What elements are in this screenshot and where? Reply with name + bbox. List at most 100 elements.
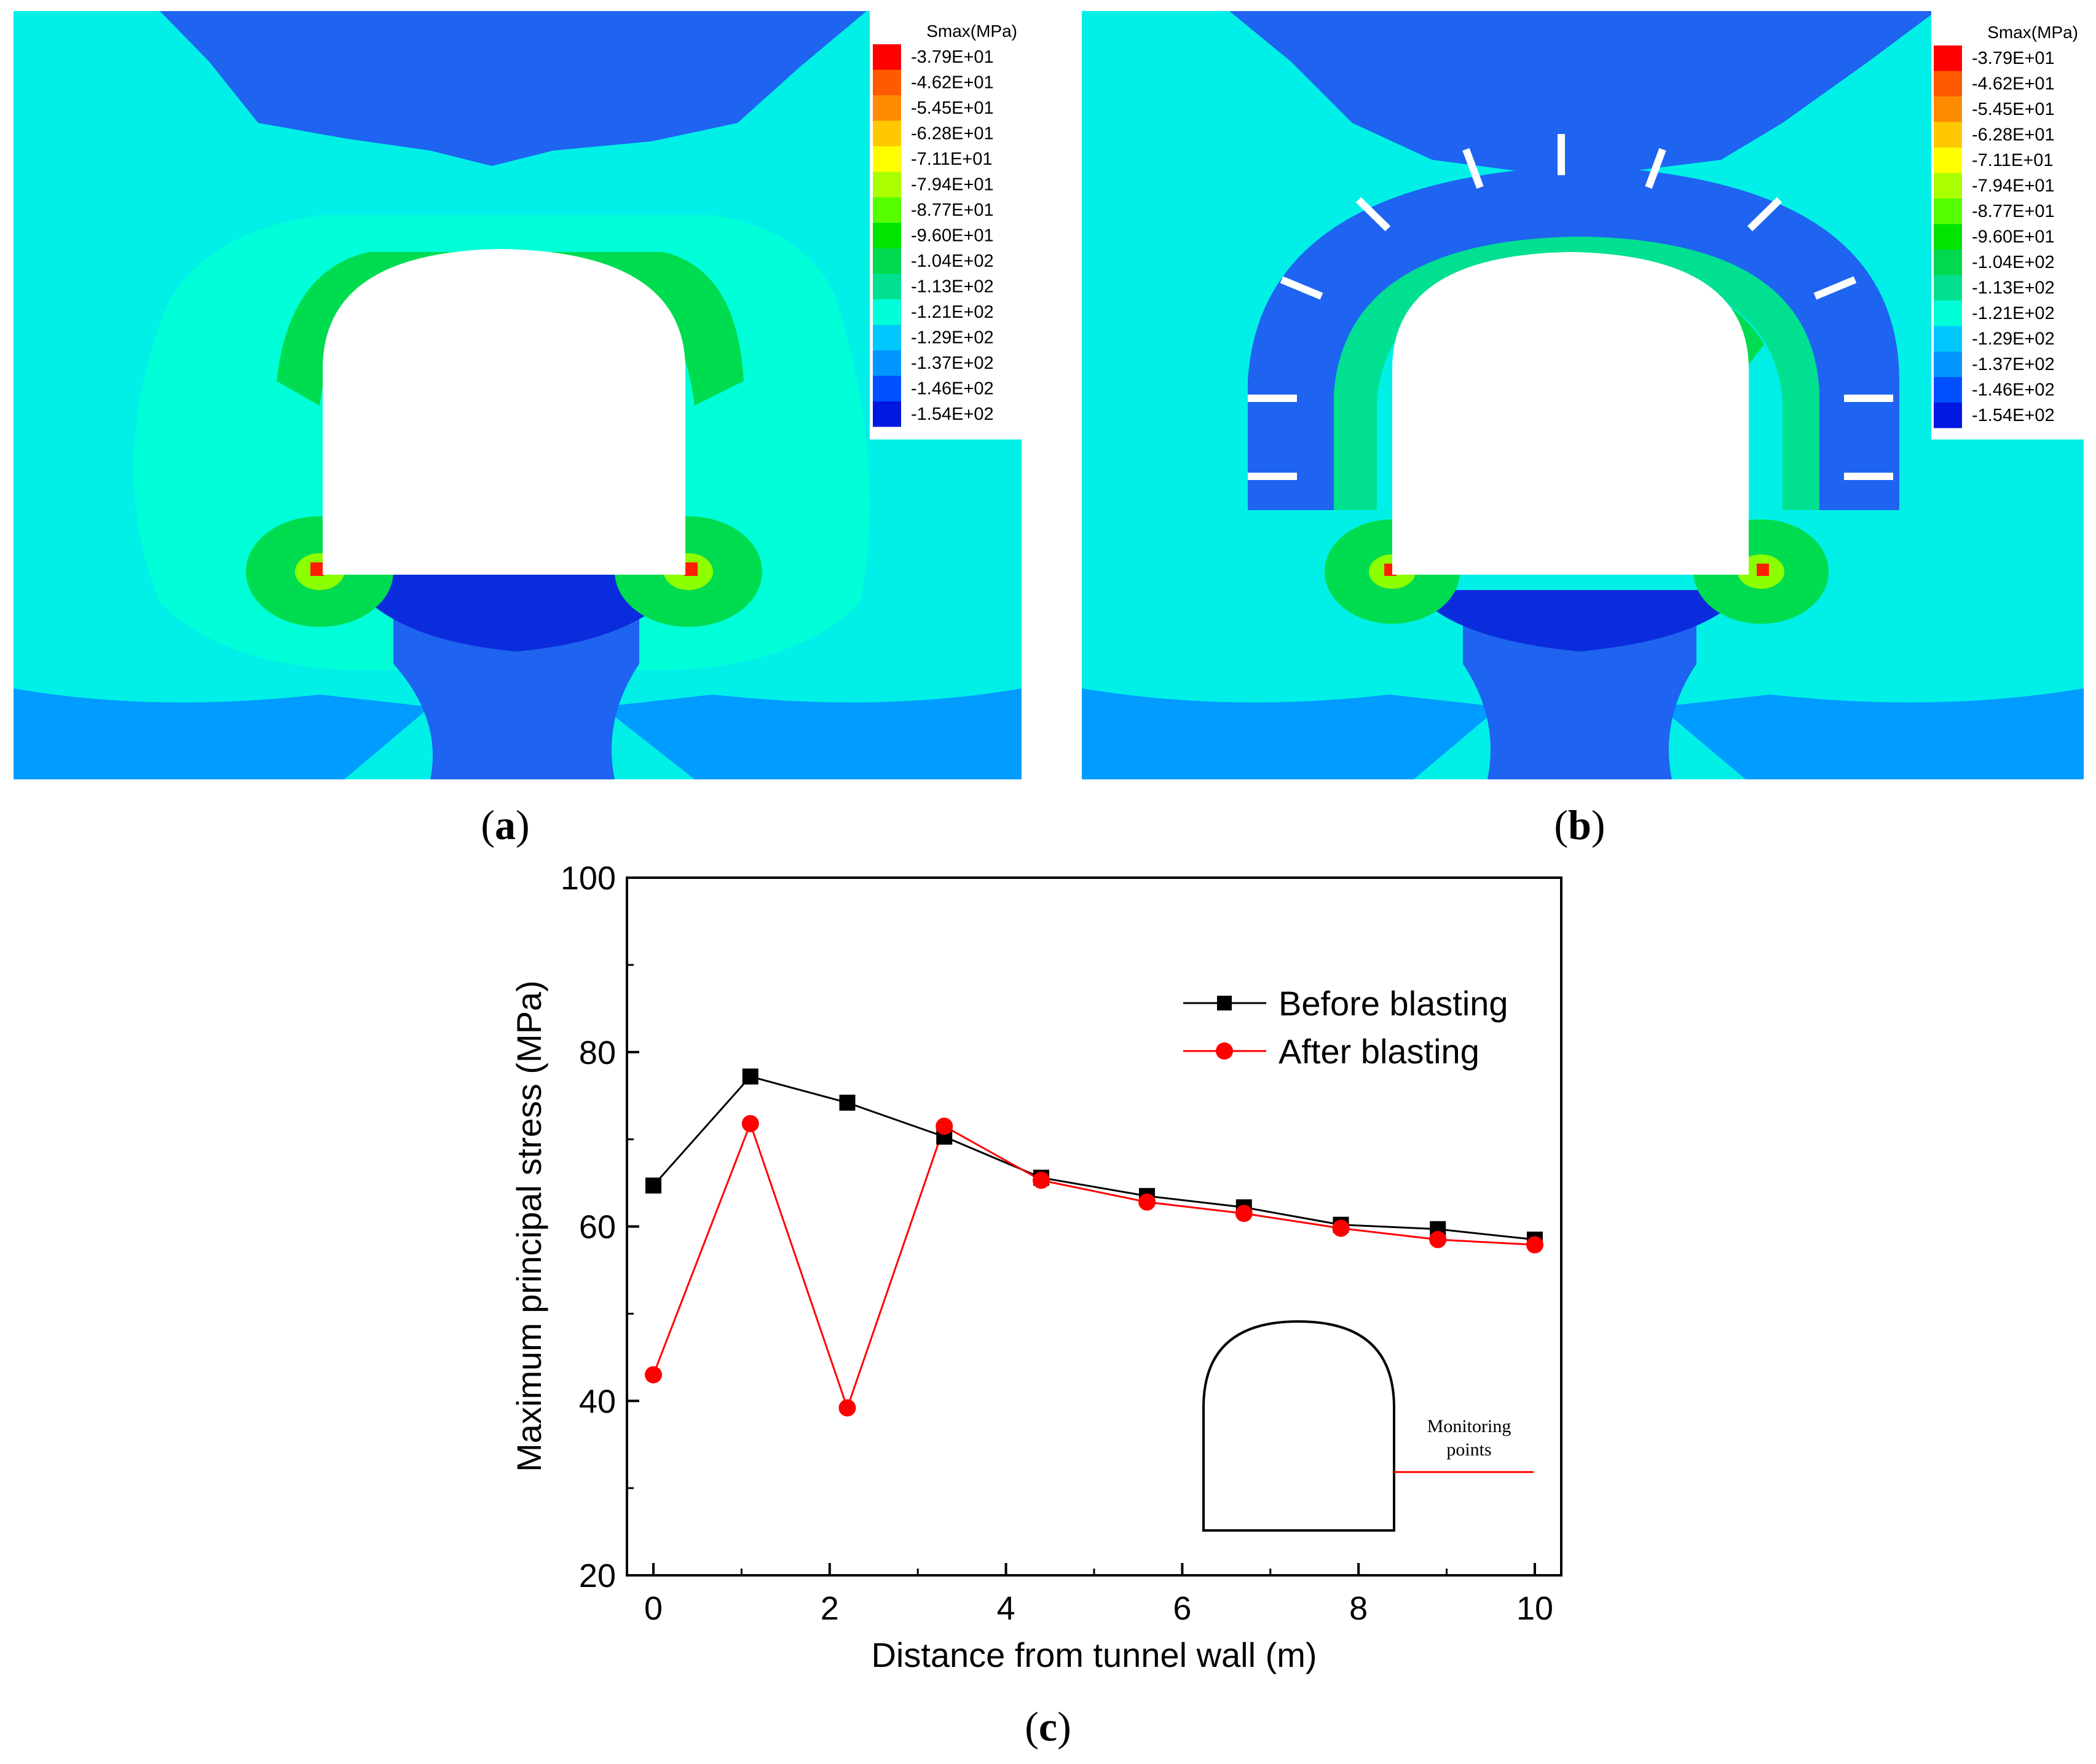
y-tick-label: 20 <box>579 1557 616 1594</box>
legend-swatch <box>873 248 901 274</box>
legend-swatch <box>1934 224 1962 250</box>
legend-swatch <box>1934 96 1962 122</box>
contour-panel-before: Smax(MPa) -3.79E+01 -4.62E+01 -5.45E+01 -6.2… <box>14 0 1039 848</box>
legend-level: -5.45E+01 <box>911 98 994 118</box>
bottom-left-blue-zone <box>1082 688 1500 779</box>
y-axis-label: Maximum principal stress (MPa) <box>510 980 548 1472</box>
legend-level: -1.46E+02 <box>1972 380 2055 400</box>
series-line-0 <box>652 1075 1535 1241</box>
blast-hole <box>1813 276 1857 300</box>
inset-label-line2: points <box>1446 1439 1491 1460</box>
legend-level: -1.54E+02 <box>1972 406 2055 425</box>
legend-level: -1.37E+02 <box>1972 355 2055 374</box>
floor-deep-blue-zone <box>1414 590 1746 652</box>
data-point-before <box>645 1177 662 1194</box>
legend-marker-after <box>1216 1042 1233 1060</box>
blast-hole <box>1462 148 1484 189</box>
legend-label-before: Before blasting <box>1278 984 1508 1023</box>
axis-ticks <box>627 876 1536 1577</box>
legend-level: -1.04E+02 <box>911 251 994 271</box>
panel-label-c: (c) <box>1025 1703 1071 1750</box>
y-tick-label: 80 <box>579 1034 616 1071</box>
x-tick-labels: 0 2 4 6 8 10 <box>644 1590 1553 1627</box>
x-tick-label: 8 <box>1349 1590 1368 1627</box>
data-point-after <box>936 1117 953 1135</box>
legend-level: -5.45E+01 <box>1972 100 2055 119</box>
legend-swatch <box>873 325 901 350</box>
data-point-after <box>1032 1171 1050 1189</box>
legend-swatch <box>873 350 901 376</box>
y-tick-label: 40 <box>579 1383 616 1420</box>
legend-swatch <box>1934 352 1962 377</box>
plot-frame <box>626 876 1562 1577</box>
data-point-after <box>645 1366 663 1384</box>
series-line-1 <box>652 1120 1535 1411</box>
panel-label-b: (b) <box>1554 801 1605 848</box>
bottom-right-blue-zone <box>1660 688 2084 779</box>
x-axis-label: Distance from tunnel wall (m) <box>871 1636 1317 1674</box>
legend-level: -8.77E+01 <box>1972 202 2055 221</box>
data-point-after <box>1526 1236 1543 1254</box>
legend-swatch <box>1934 45 1962 71</box>
tunnel-opening <box>1392 252 1749 575</box>
data-point-after <box>838 1399 856 1417</box>
legend-level: -6.28E+01 <box>1972 125 2055 145</box>
legend-swatch <box>1934 250 1962 275</box>
data-point-after <box>1235 1205 1253 1223</box>
legend-swatch <box>873 69 901 95</box>
legend-swatch <box>1934 403 1962 428</box>
legend-level: -1.37E+02 <box>911 353 994 373</box>
legend-marker-before <box>1217 996 1232 1010</box>
legend-swatch <box>1934 122 1962 148</box>
blast-damage-ring <box>1248 166 1899 510</box>
legend-swatch <box>873 95 901 121</box>
legend-swatch <box>873 376 901 401</box>
legend-level: -9.60E+01 <box>1972 227 2055 247</box>
legend-level: -1.04E+02 <box>1972 253 2055 272</box>
legend-level: -1.21E+02 <box>911 302 994 322</box>
x-tick-label: 0 <box>644 1590 663 1627</box>
legend-level: -4.62E+01 <box>911 73 994 93</box>
bottom-left-blue-zone <box>14 688 430 779</box>
legend-level: -4.62E+01 <box>1972 74 2055 94</box>
legend-swatch <box>1934 301 1962 326</box>
legend-swatch <box>1934 275 1962 301</box>
legend-level: -6.28E+01 <box>911 124 994 144</box>
data-point-after <box>741 1115 759 1133</box>
legend-level: -3.79E+01 <box>1972 49 2055 68</box>
blast-hole <box>1355 197 1391 232</box>
legend-swatch <box>873 146 901 172</box>
blast-holes <box>1248 134 1893 480</box>
inset-tunnel-outline <box>1202 1320 1395 1532</box>
blast-hole <box>1747 197 1783 232</box>
legend-level: -1.29E+02 <box>1972 329 2055 349</box>
inset-tunnel-diagram: Monitoring points <box>1202 1320 1534 1532</box>
x-tick-label: 2 <box>821 1590 839 1627</box>
legend-level: -7.11E+01 <box>1972 151 2053 170</box>
blast-hole <box>1280 276 1323 300</box>
right-corner-peak <box>684 562 698 576</box>
legend-swatch <box>873 299 901 325</box>
legend-swatch <box>873 120 901 146</box>
legend-swatch <box>1934 71 1962 96</box>
legend-swatch <box>873 222 901 248</box>
inset-label-line1: Monitoring <box>1427 1416 1511 1436</box>
data-point-before <box>742 1068 758 1085</box>
data-series <box>645 1068 1543 1417</box>
bottom-right-blue-zone <box>602 688 1022 779</box>
line-chart-panel: 0 2 4 6 8 10 20 40 60 80 100 Distance from tunnel… <box>510 860 1562 1750</box>
tunnel-opening <box>323 249 685 575</box>
data-point-after <box>1138 1193 1156 1211</box>
legend-level: -1.13E+02 <box>1972 278 2055 298</box>
contour-legend-a: Smax(MPa) -3.79E+01 -4.62E+01 -5.45E+01 -6.2… <box>873 22 1017 427</box>
contour-legend-b: Smax(MPa) -3.79E+01 -4.62E+01 -5.45E+01 -6.2… <box>1934 23 2078 428</box>
blast-hole <box>1645 148 1666 189</box>
legend-level: -8.77E+01 <box>911 200 994 220</box>
floor-deep-blue-zone <box>344 572 688 652</box>
data-point-before <box>839 1095 856 1111</box>
legend-level: -9.60E+01 <box>911 226 994 246</box>
chart-legend: Before blasting After blasting <box>1183 984 1508 1071</box>
legend-level: -1.13E+02 <box>911 277 994 297</box>
y-tick-labels: 20 40 60 80 100 <box>561 860 616 1594</box>
